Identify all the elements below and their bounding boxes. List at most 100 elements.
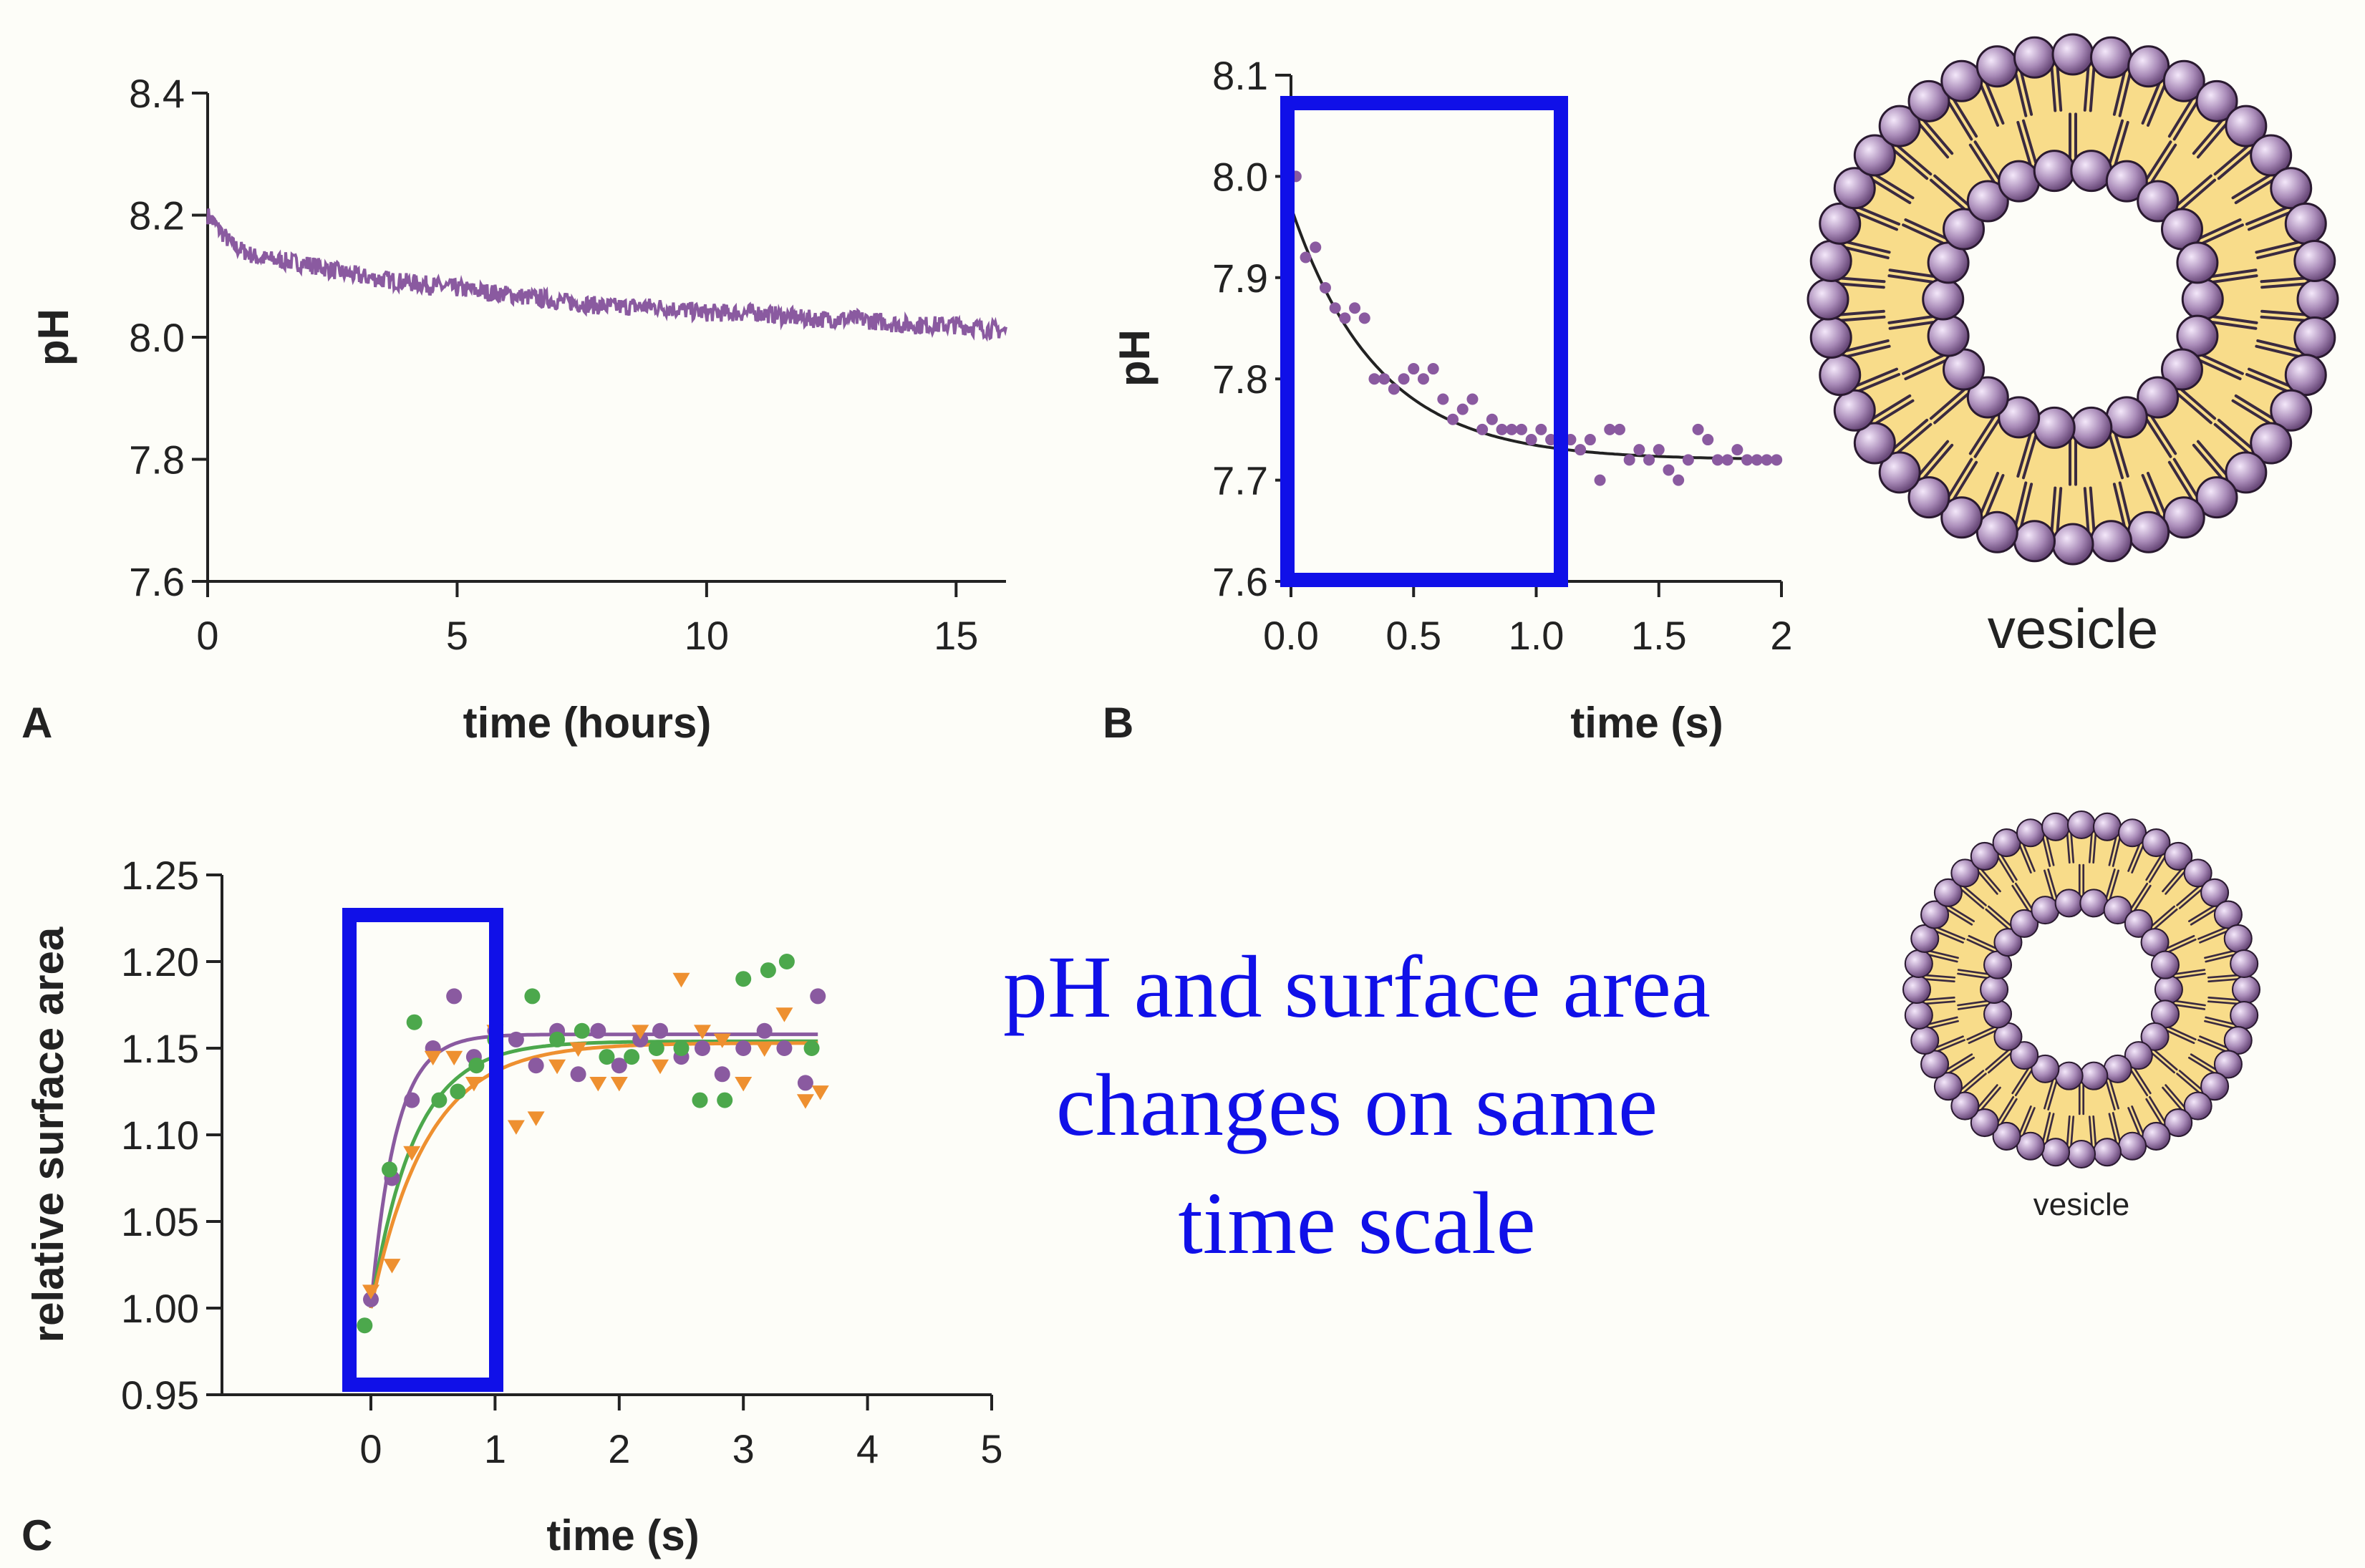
lipid-tail [1928, 954, 1958, 963]
panel-c-data-point-0 [632, 1031, 649, 1047]
lipid-tail [1935, 1035, 1964, 1049]
panel-b-y-tick-label: 7.8 [1212, 357, 1268, 402]
lipid-head [1853, 422, 1896, 465]
lipid-tail [1839, 315, 1886, 322]
lipid-tail [1977, 1084, 1998, 1108]
lipid-tail [2041, 836, 2051, 867]
lipid-head [1940, 59, 1983, 102]
panel-a-y-tick-label: 8.4 [129, 71, 185, 116]
lipid-tail [1892, 418, 1929, 450]
lipid-head [2051, 33, 2094, 76]
lipid-tail [2154, 1049, 2178, 1071]
panel-c-data-point-0 [611, 1058, 627, 1074]
lipid-tail [2192, 119, 2224, 155]
panel-b-data-point [1702, 434, 1714, 446]
lipid-tail [2145, 418, 2172, 458]
panel-b-data-point [1623, 454, 1635, 466]
panel-b-highlight-box [1280, 96, 1568, 587]
panel-a: 7.6 7.8 8.0 8.2 8.4 0 5 10 15 time (hours) pH A [21, 71, 1007, 747]
panel-c-data-point-0 [446, 988, 463, 1005]
lipid-head [2250, 134, 2293, 177]
lipid-tail [2133, 884, 2152, 911]
panel-b-data-point [1575, 444, 1587, 456]
lipid-tail [1924, 1000, 1956, 1005]
lipid-head [1853, 134, 1896, 177]
lipid-head [2092, 1138, 2122, 1167]
lipid-head [2033, 406, 2076, 449]
panel-b-data-point [1515, 423, 1527, 435]
lipid-tail [2205, 954, 2235, 963]
panel-c-data-point-0 [528, 1058, 544, 1074]
lipid-head [1975, 45, 2018, 88]
lipid-head [2137, 180, 2180, 223]
lipid-tail [2056, 487, 2063, 533]
lipid-tail [2108, 836, 2117, 866]
lipid-tail [1839, 282, 1885, 289]
lipid-tail [2207, 974, 2239, 979]
lipid-head [1807, 278, 1849, 321]
lipid-tail [1922, 443, 1954, 480]
panel-b-data-point [1427, 363, 1439, 375]
panel-a-series-line [206, 208, 1007, 342]
lipid-tail [2175, 1000, 2206, 1007]
lipid-tail [2114, 432, 2129, 478]
lipid-head [1904, 949, 1933, 979]
panel-c-y-tick-label: 1.00 [121, 1286, 199, 1331]
panel-c-data-point-1 [692, 1092, 708, 1108]
lipid-head [1809, 316, 1852, 359]
lipid-head [1998, 396, 2041, 439]
panel-a-x-tick-label: 5 [446, 613, 468, 658]
lipid-head [2154, 974, 2183, 1005]
lipid-head [1933, 878, 1963, 907]
lipid-tail [2112, 1112, 2122, 1143]
lipid-tail [2187, 905, 2215, 923]
lipid-tail [1979, 84, 2000, 127]
panel-a-y-tick-label: 7.6 [129, 559, 185, 604]
panel-b-y-tick-label: 7.7 [1212, 458, 1268, 503]
lipid-head [2013, 520, 2056, 563]
lipid-tail [2197, 926, 2227, 940]
panel-b-data-point [1663, 464, 1675, 476]
panel-b-data-point [1358, 312, 1370, 324]
lipid-tail [2175, 969, 2206, 975]
panel-c-data-point-2 [527, 1111, 545, 1126]
lipid-tail [1947, 458, 1973, 498]
lipid-tail [1922, 119, 1954, 155]
lipid-tail [2148, 856, 2166, 884]
lipid-tail [2109, 1079, 2119, 1110]
lipid-tail [2168, 1026, 2197, 1041]
lipid-tail [1928, 949, 1959, 959]
panel-c-data-point-1 [648, 1040, 664, 1056]
lipid-tail [1845, 241, 1891, 254]
lipid-tail [1936, 1039, 1965, 1052]
lipid-tail [1936, 926, 1965, 940]
lipid-tail [1924, 996, 1955, 1001]
panel-c-data-point-1 [778, 954, 795, 969]
panel-b-data-point [1653, 444, 1665, 456]
panel-b-x-tick-label: 2 [1770, 613, 1792, 658]
lipid-tail [2141, 82, 2161, 125]
panel-c-data-point-1 [599, 1049, 615, 1065]
panel-b-data-point [1682, 454, 1694, 466]
caption: pH and surface area changes on same time… [1003, 938, 1711, 1272]
panel-b-data-point [1310, 241, 1322, 253]
panel-c-data-point-1 [735, 971, 752, 987]
lipid-head [2079, 889, 2109, 918]
lipid-head [2092, 812, 2122, 841]
lipid-head [1907, 79, 1950, 122]
panel-b-data-point [1584, 434, 1596, 446]
lipid-tail [2022, 843, 2036, 872]
lipid-tail [2211, 321, 2258, 330]
lipid-tail [2016, 432, 2032, 478]
lipid-tail [2021, 119, 2038, 164]
lipid-tail [1957, 972, 1988, 979]
lipid-tail [2044, 869, 2054, 900]
lipid-tail [2133, 1068, 2152, 1095]
panel-b-data-point [1319, 281, 1331, 294]
lipid-tail [1947, 100, 1973, 141]
lipid-tail [1857, 205, 1901, 226]
panel-b-data-point [1408, 363, 1420, 375]
panel-b-data-point [1673, 474, 1685, 486]
lipid-tail [2180, 178, 2217, 210]
